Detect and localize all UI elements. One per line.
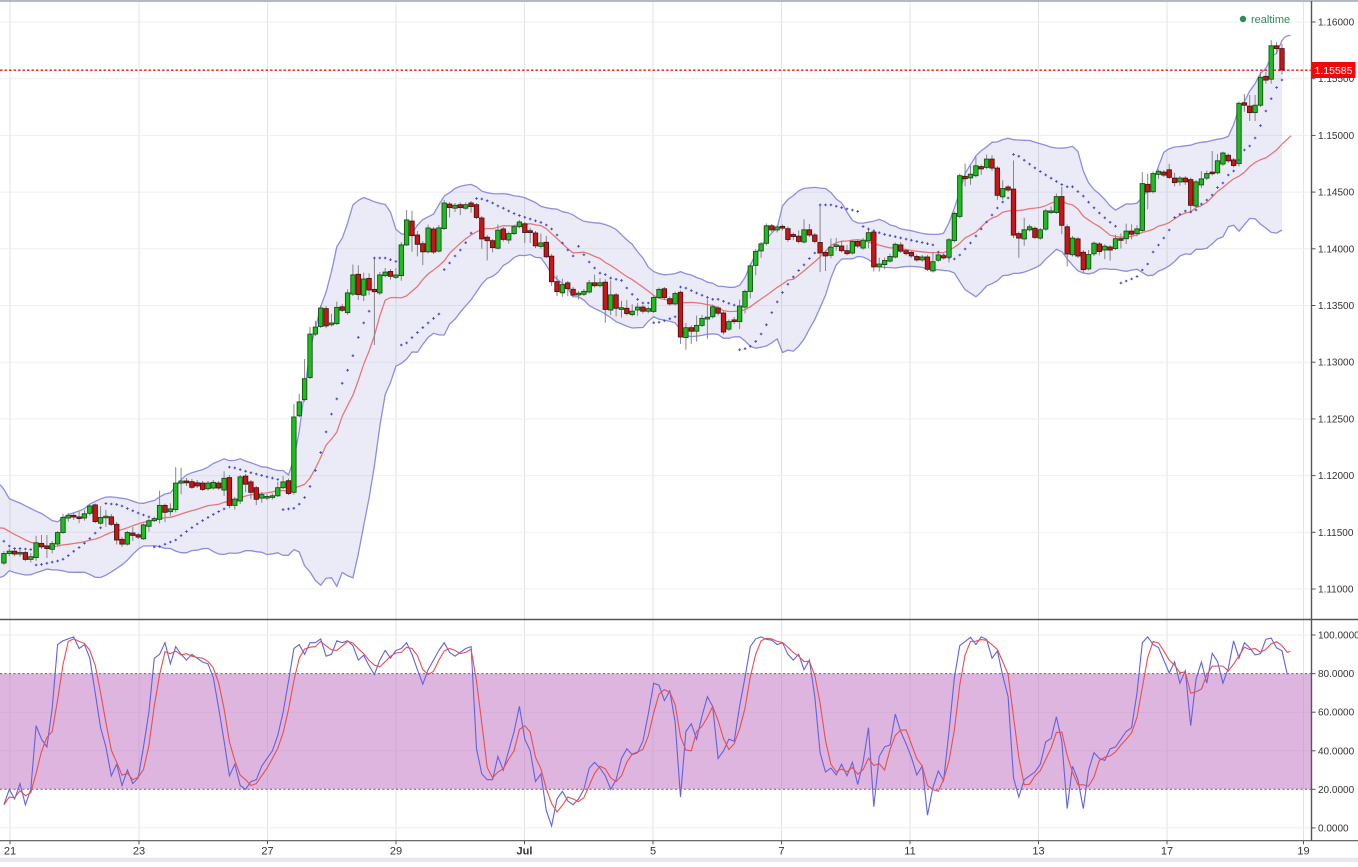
svg-text:19: 19 (1297, 846, 1309, 858)
svg-text:11: 11 (904, 846, 915, 858)
svg-text:1.13500: 1.13500 (1318, 301, 1355, 312)
svg-text:1.14500: 1.14500 (1318, 188, 1355, 199)
svg-text:0.0000: 0.0000 (1318, 823, 1349, 834)
svg-text:23: 23 (133, 846, 145, 858)
svg-text:20.0000: 20.0000 (1318, 785, 1355, 796)
svg-text:17: 17 (1161, 846, 1173, 858)
svg-text:1.15000: 1.15000 (1318, 131, 1355, 142)
svg-text:1.13000: 1.13000 (1318, 358, 1355, 369)
svg-text:realtime: realtime (1251, 14, 1290, 26)
svg-text:29: 29 (390, 846, 402, 858)
svg-text:13: 13 (1032, 846, 1044, 858)
svg-text:1.16000: 1.16000 (1318, 18, 1355, 29)
svg-text:1.14000: 1.14000 (1318, 244, 1355, 255)
svg-text:1.15585: 1.15585 (1315, 65, 1353, 77)
svg-text:Jul: Jul (517, 846, 533, 858)
svg-text:1.11000: 1.11000 (1318, 585, 1354, 596)
svg-text:40.0000: 40.0000 (1318, 746, 1355, 757)
svg-text:1.11500: 1.11500 (1318, 528, 1354, 539)
svg-text:21: 21 (4, 846, 16, 858)
svg-text:1.15500: 1.15500 (1318, 74, 1355, 85)
svg-text:1.12500: 1.12500 (1318, 414, 1355, 425)
svg-text:80.0000: 80.0000 (1318, 669, 1355, 680)
svg-text:27: 27 (261, 846, 273, 858)
svg-text:60.0000: 60.0000 (1318, 708, 1355, 719)
svg-text:5: 5 (650, 846, 656, 858)
svg-text:100.0000: 100.0000 (1318, 631, 1358, 642)
svg-text:1.12000: 1.12000 (1318, 471, 1355, 482)
svg-text:7: 7 (778, 846, 784, 858)
